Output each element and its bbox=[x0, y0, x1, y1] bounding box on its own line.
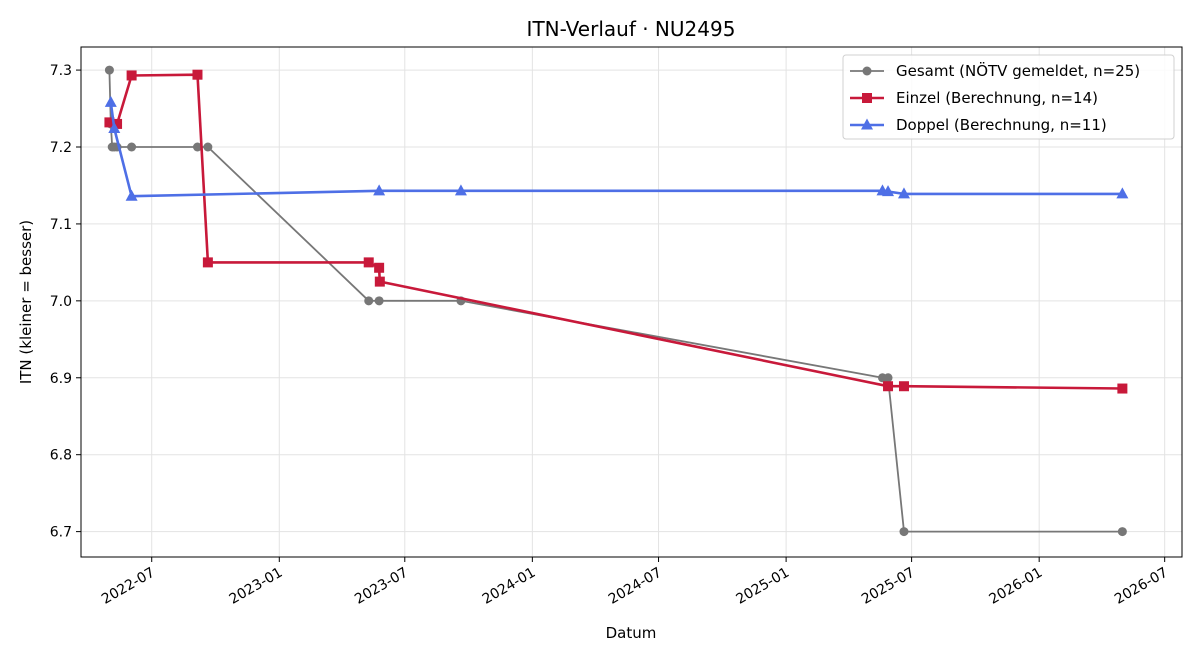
data-point-doppel bbox=[104, 95, 117, 107]
data-point-einzel bbox=[898, 381, 909, 392]
data-point-doppel bbox=[882, 185, 895, 197]
data-point-gesamt bbox=[1117, 527, 1127, 537]
legend-marker-einzel bbox=[862, 93, 872, 103]
y-tick-label: 7.0 bbox=[50, 294, 72, 310]
legend-box bbox=[842, 54, 1175, 140]
legend-label-doppel: Doppel (Berechnung, n=11) bbox=[896, 116, 1107, 134]
legend-label-gesamt: Gesamt (NÖTV gemeldet, n=25) bbox=[896, 61, 1140, 80]
series-doppel bbox=[104, 95, 1129, 201]
data-point-einzel bbox=[1117, 383, 1128, 394]
y-tick-label: 6.9 bbox=[50, 371, 72, 387]
series-layer bbox=[104, 65, 1129, 537]
data-point-gesamt bbox=[883, 373, 893, 383]
chart-title: ITN-Verlauf · NU2495 bbox=[527, 17, 736, 41]
data-point-doppel bbox=[1116, 187, 1129, 199]
data-point-einzel bbox=[126, 70, 137, 81]
data-point-einzel bbox=[104, 117, 115, 128]
data-point-gesamt bbox=[364, 296, 374, 306]
data-point-gesamt bbox=[899, 527, 909, 537]
data-point-einzel bbox=[883, 381, 894, 392]
legend: Gesamt (NÖTV gemeldet, n=25) Einzel (Bere… bbox=[842, 54, 1175, 140]
y-axis-ticks: 6.7 6.8 6.9 7.0 7.1 7.2 7.3 bbox=[50, 63, 81, 541]
data-point-einzel bbox=[374, 276, 385, 287]
data-point-doppel bbox=[125, 189, 138, 201]
data-point-einzel bbox=[112, 118, 123, 129]
data-point-einzel bbox=[374, 262, 385, 273]
y-tick-label: 6.8 bbox=[50, 448, 72, 464]
data-point-einzel bbox=[363, 257, 374, 268]
x-axis-title: Datum bbox=[606, 624, 657, 642]
legend-marker-doppel bbox=[861, 118, 873, 130]
data-point-doppel bbox=[373, 184, 386, 196]
legend-marker-gesamt bbox=[862, 66, 872, 76]
data-point-einzel bbox=[202, 257, 213, 268]
data-point-gesamt bbox=[192, 142, 202, 152]
y-tick-label: 7.3 bbox=[50, 63, 72, 79]
data-point-doppel bbox=[897, 187, 910, 199]
legend-label-einzel: Einzel (Berechnung, n=14) bbox=[896, 89, 1098, 107]
series-einzel bbox=[104, 69, 1128, 394]
data-point-gesamt bbox=[203, 142, 213, 152]
data-point-doppel bbox=[108, 122, 121, 134]
y-axis-title: ITN (kleiner = besser) bbox=[17, 220, 35, 384]
data-point-einzel bbox=[192, 69, 203, 80]
data-point-gesamt bbox=[127, 142, 137, 152]
data-point-doppel bbox=[454, 184, 467, 196]
data-point-gesamt bbox=[104, 65, 114, 75]
data-point-gesamt bbox=[374, 296, 384, 306]
y-tick-label: 6.7 bbox=[50, 525, 72, 541]
y-tick-label: 7.1 bbox=[50, 217, 72, 233]
plot-frame bbox=[80, 46, 1183, 558]
y-tick-label: 7.2 bbox=[50, 140, 72, 156]
